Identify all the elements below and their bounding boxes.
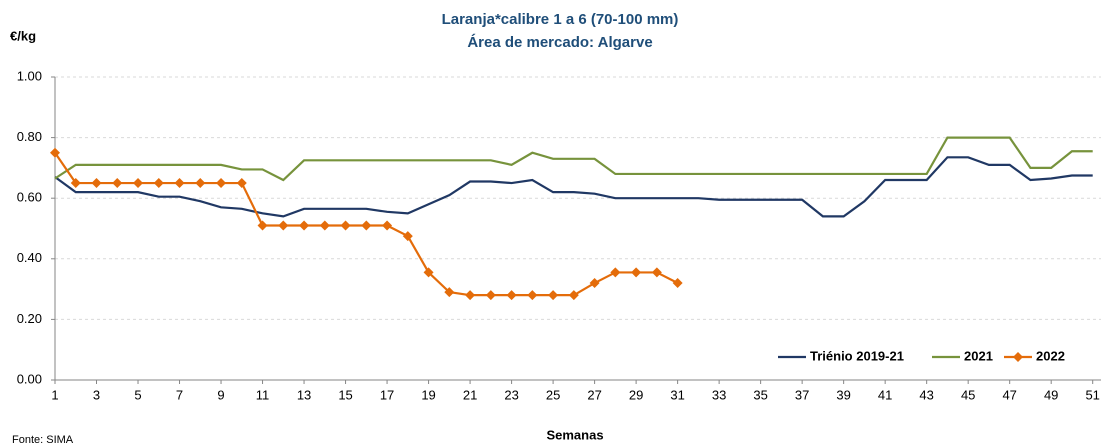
y-tick-label: 1.00 [17,68,42,83]
marker [299,220,310,231]
x-tick-label: 41 [878,387,892,402]
x-tick-label: 1 [51,387,58,402]
x-tick-label: 45 [961,387,975,402]
marker [631,267,642,278]
marker [195,178,206,189]
series-line [54,136,1093,182]
x-axis-label: Semanas [546,427,603,442]
marker [382,220,393,231]
marker [527,290,538,301]
marker [589,278,600,289]
marker [423,267,434,278]
x-tick-label: 11 [256,387,270,402]
y-tick-label: 0.00 [17,371,42,386]
legend-label: 2022 [1036,348,1065,363]
marker [465,290,476,301]
x-tick-label: 15 [338,387,352,402]
x-tick-label: 3 [93,387,100,402]
x-tick-label: 25 [546,387,560,402]
x-tick-label: 51 [1085,387,1099,402]
y-tick-label: 0.40 [17,250,42,265]
marker [174,178,185,189]
y-tick-label: 0.80 [17,129,42,144]
series-line [54,156,1093,218]
marker [50,147,60,158]
x-tick-label: 39 [836,387,850,402]
marker [257,220,268,231]
marker [506,290,517,301]
x-tick-label: 5 [134,387,141,402]
marker [402,231,413,242]
marker [340,220,351,231]
marker [236,178,247,189]
x-tick-label: 17 [380,387,394,402]
x-tick-label: 33 [712,387,726,402]
chart-title: Laranja*calibre 1 a 6 (70-100 mm) [442,11,679,28]
marker [153,178,164,189]
marker [548,290,559,301]
x-tick-label: 35 [753,387,767,402]
x-tick-label: 29 [629,387,643,402]
marker [485,290,496,301]
marker [112,178,123,189]
x-tick-label: 43 [919,387,933,402]
x-tick-label: 31 [670,387,684,402]
legend-label: Triénio 2019-21 [810,348,904,363]
x-tick-label: 21 [463,387,477,402]
marker [568,290,579,301]
marker [278,220,289,231]
y-axis-label: €/kg [10,28,36,43]
x-tick-label: 37 [795,387,809,402]
y-tick-label: 0.60 [17,190,42,205]
marker [444,287,455,298]
marker [361,220,372,231]
legend-label: 2021 [964,348,993,363]
marker [651,267,662,278]
x-tick-label: 27 [587,387,601,402]
marker [672,278,683,289]
marker [70,178,81,189]
x-tick-label: 19 [421,387,435,402]
marker [610,267,621,278]
x-tick-label: 47 [1002,387,1016,402]
marker [216,178,227,189]
x-tick-label: 9 [217,387,224,402]
source: Fonte: SIMA [12,434,74,446]
legend-marker [1013,352,1023,362]
y-tick-label: 0.20 [17,311,42,326]
x-tick-label: 23 [504,387,518,402]
chart-subtitle: Área de mercado: Algarve [467,34,652,51]
x-tick-label: 7 [176,387,183,402]
x-tick-label: 49 [1044,387,1058,402]
marker [91,178,102,189]
x-tick-label: 13 [297,387,311,402]
marker [319,220,330,231]
marker [133,178,144,189]
